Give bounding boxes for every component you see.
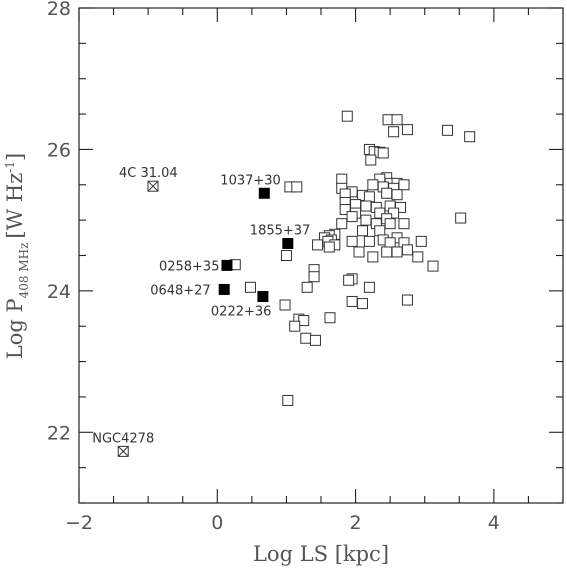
open-square-point: [388, 126, 400, 138]
y-axis-title-unit: [W Hz: [3, 173, 27, 239]
open-square-point: [381, 246, 393, 258]
x-tick-label: 0: [211, 512, 223, 534]
open-square-point: [280, 250, 292, 261]
open-square-point: [360, 200, 372, 212]
open-square-point: [308, 271, 320, 283]
open-square-point: [384, 218, 396, 230]
point-annotation: 0648+27: [150, 283, 211, 298]
open-square-point: [384, 237, 396, 249]
open-square-point: [391, 114, 403, 126]
open-square-point: [377, 147, 389, 159]
open-square-point: [279, 299, 291, 311]
open-square-point: [363, 281, 375, 293]
open-square-point: [401, 294, 413, 306]
point-annotation: 1037+30: [220, 173, 281, 188]
open-square-point: [391, 189, 403, 201]
y-axis-title-close: ]: [3, 153, 27, 161]
x-tick-label: −2: [65, 512, 93, 534]
open-square-point: [336, 218, 348, 230]
open-square-point: [360, 214, 372, 226]
open-square-point: [442, 124, 454, 136]
open-square-point: [367, 251, 379, 263]
open-square-point: [244, 281, 256, 293]
open-square-point: [374, 207, 386, 219]
open-square-point: [323, 241, 335, 253]
open-square-point: [282, 394, 294, 406]
y-tick-label: 22: [47, 422, 71, 444]
filled-square-point: [257, 291, 269, 303]
open-square-point: [455, 212, 467, 224]
open-square-point: [289, 320, 301, 332]
open-square-point: [346, 235, 358, 247]
data-points: [117, 110, 476, 457]
x-tick-label: 2: [350, 512, 362, 534]
open-square-point: [398, 218, 410, 230]
open-square-point: [415, 235, 427, 247]
x-tick-labels: −2 0 2 4: [65, 512, 500, 534]
open-square-point: [356, 225, 368, 237]
y-axis-title-exp: -1: [3, 161, 17, 173]
axis-ticks: [78, 7, 564, 504]
open-square-point: [300, 332, 312, 344]
filled-square-point: [258, 187, 270, 199]
open-square-point: [324, 312, 336, 324]
open-square-point: [365, 154, 377, 166]
crossed-square-point: [147, 180, 159, 192]
open-square-point: [309, 334, 321, 346]
y-axis-title: Log P408 MHz [W Hz-1]: [3, 153, 31, 359]
y-tick-labels: 22 24 26 28: [47, 0, 71, 444]
point-annotation: 0258+35: [159, 259, 220, 274]
open-square-point: [363, 191, 375, 203]
open-square-point: [341, 110, 353, 122]
open-square-point: [464, 131, 476, 143]
point-annotation: 1855+37: [250, 223, 311, 238]
open-square-point: [353, 246, 365, 258]
open-square-point: [401, 244, 413, 256]
open-square-point: [312, 239, 324, 251]
open-square-point: [367, 179, 379, 191]
open-square-point: [298, 315, 310, 327]
open-square-point: [374, 225, 386, 237]
open-square-point: [346, 295, 358, 307]
plot-frame: [78, 7, 564, 504]
open-square-point: [412, 251, 424, 263]
filled-square-point: [218, 283, 230, 295]
open-square-point: [363, 235, 375, 247]
open-square-point: [356, 298, 368, 310]
open-square-point: [427, 260, 439, 272]
point-annotation: 4C 31.04: [119, 166, 178, 181]
open-square-point: [398, 179, 410, 191]
crossed-square-point: [117, 445, 129, 457]
y-tick-label: 26: [47, 139, 71, 161]
filled-square-point: [282, 237, 294, 249]
x-axis-title: Log LS [kpc]: [253, 542, 389, 566]
open-square-point: [395, 201, 407, 213]
open-square-point: [388, 207, 400, 219]
open-square-point: [391, 246, 403, 258]
open-square-point: [336, 173, 348, 185]
y-tick-label: 24: [47, 281, 71, 303]
open-square-point: [346, 211, 358, 223]
point-annotations: 4C 31.04 1037+30 1855+37 0258+35 0648+270222…: [92, 166, 310, 446]
open-square-point: [401, 124, 413, 136]
point-annotation: NGC4278: [92, 431, 154, 446]
open-square-point: [381, 187, 393, 199]
filled-square-point: [221, 259, 233, 271]
point-annotation: 0222+36: [211, 305, 272, 320]
x-tick-label: 4: [488, 512, 500, 534]
open-square-point: [343, 274, 355, 286]
y-tick-label: 28: [47, 0, 71, 20]
y-axis-title-main: Log P: [3, 298, 27, 359]
open-square-point: [291, 181, 303, 193]
y-axis-title-sub: 408 MHz: [17, 243, 31, 299]
open-square-point: [301, 281, 313, 293]
